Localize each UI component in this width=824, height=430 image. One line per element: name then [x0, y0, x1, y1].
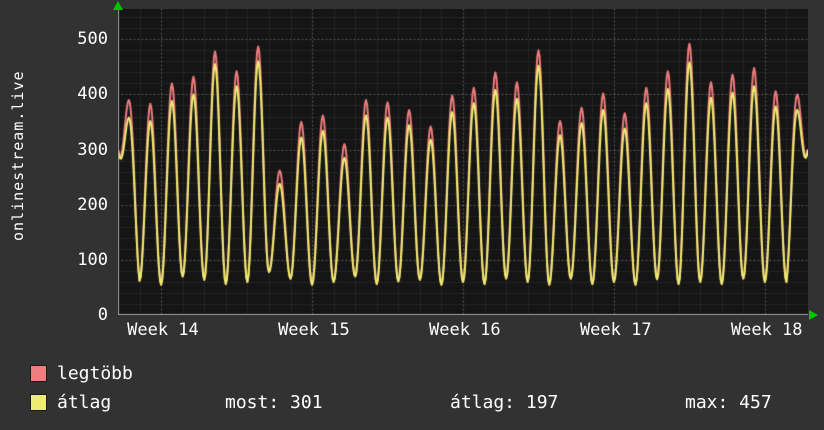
x-tick-label: Week 18 — [730, 320, 803, 340]
y-tick-label: 500 — [77, 29, 108, 50]
y-tick-label: 400 — [77, 84, 108, 105]
y-tick-label: 200 — [77, 194, 108, 215]
x-tick-label: Week 14 — [127, 320, 199, 340]
stat-max: max: 457 — [685, 392, 772, 413]
x-tick-label: Week 17 — [579, 320, 652, 340]
legend-swatch-atlag — [30, 394, 47, 411]
legend-item-legtobb: legtöbb — [30, 363, 133, 384]
x-tick-label: Week 15 — [278, 320, 350, 340]
legend-swatch-legtobb — [30, 365, 47, 382]
y-tick-label: 300 — [77, 139, 108, 160]
legend-label-atlag: átlag — [57, 392, 112, 413]
y-axis-arrow-icon — [113, 1, 123, 10]
y-tick-label: 100 — [77, 249, 108, 270]
y-tick-label: 0 — [97, 305, 108, 325]
chart-canvas — [118, 9, 808, 315]
legend-item-atlag: átlag — [30, 392, 111, 413]
x-tick-label: Week 16 — [429, 320, 501, 340]
plot-area — [118, 9, 808, 315]
y-axis-title: onlinestream.live — [9, 70, 27, 241]
x-axis-arrow-icon — [809, 310, 818, 320]
stat-atlag: átlag: 197 — [450, 392, 559, 413]
legend-label-legtobb: legtöbb — [57, 363, 133, 384]
stat-most: most: 301 — [225, 392, 323, 413]
